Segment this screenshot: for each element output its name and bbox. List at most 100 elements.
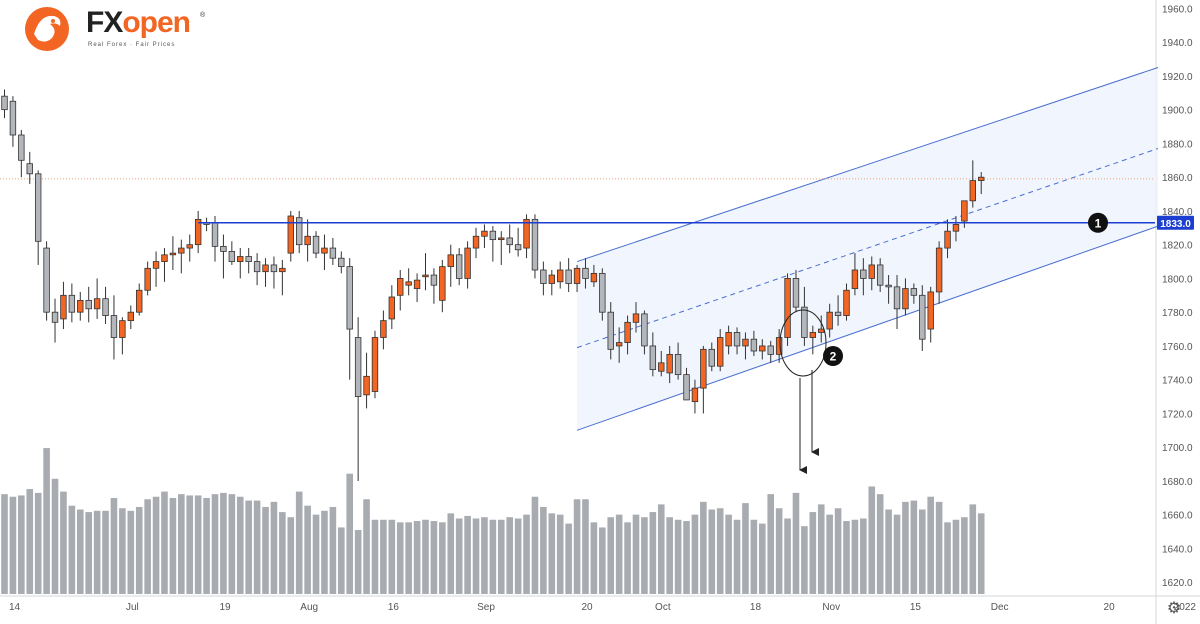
candle-bearish — [211, 222, 219, 247]
candle-bearish — [338, 257, 345, 268]
candle-bearish — [565, 269, 572, 284]
candle-bullish — [93, 298, 101, 310]
volume-bar — [910, 500, 918, 594]
candle-bearish — [455, 254, 463, 279]
volume-bar — [716, 508, 724, 594]
x-tick-label: Dec — [991, 602, 1009, 613]
channel-upper-line[interactable] — [576, 67, 1159, 263]
candle-bullish — [935, 247, 943, 293]
volume-bar — [497, 519, 505, 594]
volume-bar — [792, 492, 800, 594]
volume-bar — [902, 501, 909, 594]
volume-bar — [952, 519, 960, 594]
candle-bearish — [245, 256, 252, 262]
candle-bearish — [253, 261, 261, 273]
volume-bar — [279, 512, 286, 594]
candle-bearish — [919, 294, 926, 340]
candle-bullish — [169, 252, 177, 256]
volume-bar — [573, 499, 581, 594]
volume-bar — [135, 506, 143, 594]
candle-bearish — [506, 237, 513, 246]
annotation-marker — [823, 346, 843, 366]
volume-bar — [649, 512, 657, 594]
volume-bar — [700, 501, 707, 594]
volume-bar — [203, 498, 210, 594]
volume-bar — [43, 448, 50, 594]
candle-bullish — [77, 299, 84, 313]
annotation-marker — [1088, 212, 1108, 233]
volume-bar — [295, 491, 303, 594]
candle-bullish — [523, 218, 530, 249]
dragon-logo-icon — [25, 7, 69, 51]
candle-bearish — [312, 235, 320, 254]
highlight-ellipse — [779, 309, 827, 377]
volume-bar — [834, 508, 842, 594]
volume-bar — [127, 510, 135, 594]
candle-bearish — [767, 345, 774, 355]
candle-bullish — [548, 274, 555, 284]
channel-lower-line[interactable] — [576, 225, 1159, 431]
volume-bar — [68, 505, 76, 594]
candle-bullish — [321, 247, 328, 254]
candle-bullish — [775, 337, 783, 355]
candle-bullish — [237, 256, 244, 262]
volume-bar — [876, 494, 884, 594]
volume-bar — [657, 504, 665, 594]
volume-bar — [775, 508, 783, 594]
volume-bar — [18, 495, 25, 594]
volume-bar — [321, 510, 328, 594]
candle-bullish — [818, 328, 825, 333]
volume-bar — [169, 498, 177, 594]
candle-bullish — [178, 247, 185, 254]
candle-bearish — [792, 278, 800, 308]
volume-bar — [481, 517, 488, 594]
y-tick-label: 1840.0 — [1162, 207, 1193, 218]
candle-bearish — [599, 272, 606, 313]
candle-bullish — [590, 272, 598, 283]
candle-bullish — [194, 218, 202, 246]
candle-bearish — [910, 288, 918, 296]
volume-bar — [817, 504, 825, 594]
channel-mid-line[interactable] — [576, 148, 1159, 349]
volume-bar — [363, 499, 370, 594]
candle-bearish — [270, 264, 278, 273]
candle-bearish — [876, 264, 884, 286]
x-tick-label: Sep — [477, 602, 495, 613]
y-tick-label: 1680.0 — [1162, 477, 1193, 488]
volume-bar — [624, 522, 631, 594]
volume-bar — [944, 522, 951, 594]
volume-bar — [144, 499, 151, 594]
annotation-label: 2 — [830, 350, 837, 364]
x-tick-label: Oct — [655, 602, 671, 613]
candle-bullish — [573, 267, 581, 284]
volume-bar — [93, 510, 101, 594]
candle-bullish — [851, 269, 859, 289]
volume-bar — [801, 526, 808, 594]
y-tick-label: 1740.0 — [1162, 376, 1193, 387]
volume-bar — [262, 506, 269, 594]
annotation-label: 1 — [1095, 216, 1102, 230]
candle-bearish — [110, 315, 118, 338]
volume-bar — [767, 494, 775, 594]
candle-bearish — [893, 286, 901, 310]
gear-icon[interactable]: ⚙ — [1166, 600, 1182, 617]
candle-bullish — [666, 353, 673, 374]
volume-bar — [885, 509, 892, 594]
candle-bullish — [380, 320, 387, 338]
candle-bullish — [304, 235, 311, 246]
candle-bearish — [708, 348, 715, 367]
volume-bar — [961, 517, 968, 594]
candle-bullish — [717, 337, 724, 367]
candle-bullish — [447, 254, 454, 268]
volume-bar — [455, 518, 463, 594]
candle-bullish — [784, 278, 791, 338]
logo-fx: FX — [86, 6, 123, 39]
candle-bearish — [674, 353, 682, 376]
channel-fill — [577, 67, 1159, 431]
volume-bar — [396, 522, 404, 594]
volume-bar — [287, 517, 295, 594]
candle-bearish — [1, 95, 8, 111]
candle-bullish — [439, 266, 446, 301]
